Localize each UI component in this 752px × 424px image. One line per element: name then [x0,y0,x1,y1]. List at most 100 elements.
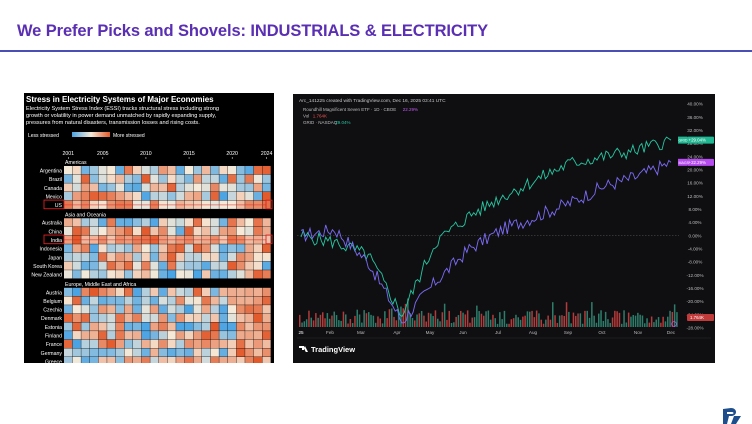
tradingview-chart-panel: Arc_141225 created with TradingView.com,… [293,94,715,363]
heatmap-cell [81,305,90,314]
volume-bar [595,322,598,327]
heatmap-cell [107,183,116,192]
heatmap-cell [167,357,176,363]
volume-bar [478,311,480,327]
heatmap-cell [72,296,81,305]
heatmap-cell [89,183,99,192]
stress-heatmap-chart: Stress in Electricity Systems of Major E… [26,95,273,363]
heatmap-cell [141,296,150,305]
heatmap-cell [124,331,133,340]
volume-bar [372,315,375,327]
heatmap-cell [107,296,116,305]
volume-bar [462,312,464,327]
heatmap-cell [227,226,237,236]
heatmap-cell [98,331,107,340]
heatmap-cell [98,252,107,262]
heatmap-cell [81,313,90,323]
volume-bar [644,323,646,327]
volume-bar [676,312,678,327]
heatmap-cell [115,166,125,175]
heatmap-cell [141,174,150,183]
heatmap-cell [89,331,99,340]
y-axis-label: -8.00% [688,260,703,265]
heatmap-cell [64,183,73,192]
heatmap-cell [89,339,99,348]
heatmap-cell [245,191,254,201]
heatmap-cell [253,313,263,323]
heatmap-cell [236,339,245,348]
heatmap-cell [253,322,263,331]
volume-bar [368,312,370,327]
heatmap-cell [227,322,237,331]
heatmap-cell [115,357,125,363]
heatmap-cell [245,305,254,314]
heatmap-cell [72,174,81,183]
heatmap-cell [115,331,125,340]
volume-bar [326,313,329,327]
volume-bar [386,318,388,327]
volume-bar [335,315,338,327]
heatmap-country-label: Belgium [43,299,62,305]
volume-bar [609,322,611,327]
heatmap-cell [176,174,185,183]
heatmap-cell [98,166,107,175]
volume-bar [391,308,393,327]
heatmap-cell [245,166,254,175]
heatmap-cell [158,348,168,357]
heatmap-cell [227,305,237,314]
volume-bar [593,315,595,327]
heatmap-cell [72,218,81,227]
heatmap-country-label: Argentina [40,168,62,174]
heatmap-group-label: Asia and Oceania [65,212,106,218]
heatmap-cell [150,357,159,363]
x-axis-label: Sep [564,330,573,335]
heatmap-cell [115,313,125,323]
heatmap-cell [184,270,194,279]
volume-bar [657,317,660,327]
heatmap-cell [158,270,168,279]
heatmap-cell [184,183,194,192]
heatmap-cell [236,305,245,314]
volume-bar [667,316,669,327]
volume-bar [634,315,637,327]
heatmap-cell [219,244,228,253]
heatmap-cell [236,244,245,253]
series-price-label: +22.29%MAGS [678,158,714,166]
heatmap-cell [158,191,168,201]
event-marker-icon[interactable] [671,321,677,327]
heatmap-country-label: Mexico [46,194,63,200]
heatmap-cell [72,244,81,253]
heatmap-group-label: Americas [65,160,87,166]
heatmap-country-label: Austria [46,290,62,296]
heatmap-color-scale [72,132,110,137]
heatmap-cell [202,244,211,253]
heatmap-cell [253,252,263,262]
heatmap-cell [202,322,211,331]
page-title: We Prefer Picks and Shovels: INDUSTRIALS… [17,22,489,40]
volume-bar [400,306,402,327]
heatmap-cell [176,252,185,262]
legend-series-value: 1.764K [313,114,327,119]
heatmap-cell [245,322,254,331]
heatmap-cell [167,252,176,262]
volume-bar [508,323,510,327]
x-axis-label: Aug [529,330,538,335]
volume-bar [432,316,434,327]
volume-bar [664,321,667,327]
heatmap-cell [98,322,107,331]
heatmap-cell [262,252,271,262]
y-axis-label: 16.00% [687,181,703,186]
heatmap-cell [158,183,168,192]
heatmap-country-label: France [46,342,62,348]
volume-bar [443,303,446,327]
volume-bar [457,315,460,327]
heatmap-cell [158,252,168,262]
heatmap-cell [150,191,159,201]
heatmap-cell [176,191,185,201]
heatmap-cell [219,313,228,323]
heatmap-cell [245,226,254,236]
volume-bar [579,313,582,327]
heatmap-cell [236,348,245,357]
volume-bar [568,311,570,327]
volume-bar [471,317,473,327]
